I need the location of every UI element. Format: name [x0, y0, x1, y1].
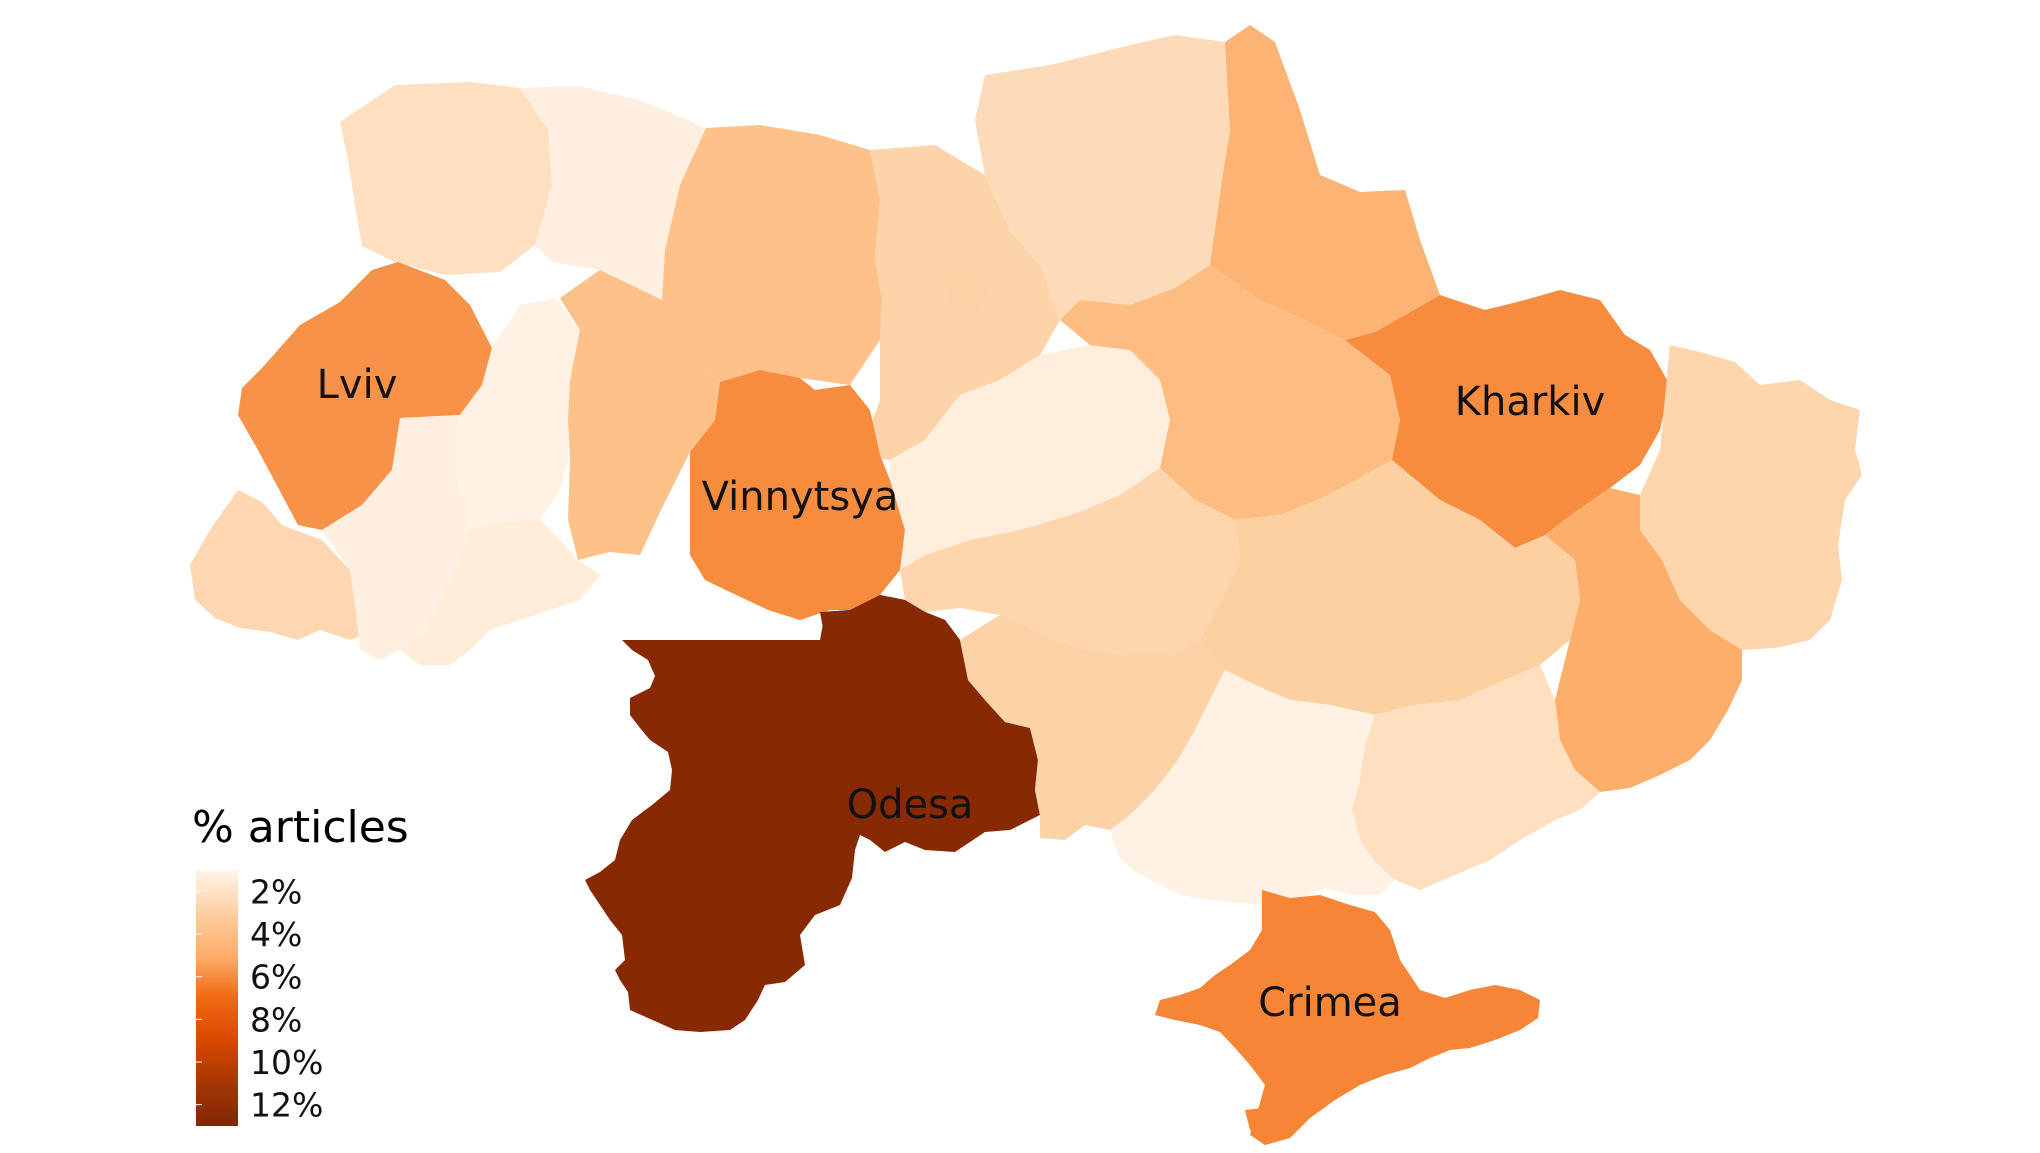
region-ternopil — [455, 298, 580, 530]
region-crimea-tip — [1245, 1108, 1262, 1140]
legend-tick-label: 12% — [250, 1086, 323, 1125]
oblast-regions — [190, 25, 1862, 1145]
legend-title: % articles — [192, 802, 409, 853]
legend-tick-label: 8% — [250, 1000, 302, 1039]
legend-tick-label: 6% — [250, 958, 302, 997]
region-kherson — [1110, 670, 1395, 905]
region-zhytomyr — [662, 125, 882, 385]
region-cherkasy — [890, 345, 1170, 570]
region-dnipropetrovsk — [1200, 460, 1580, 715]
region-zaporizhzhia — [1352, 665, 1600, 890]
region-chernihiv — [975, 35, 1240, 320]
region-sumy — [1210, 25, 1440, 340]
region-donetsk — [1545, 488, 1742, 792]
region-label-vinnytsya: Vinnytsya — [702, 474, 899, 520]
region-kyiv-city — [945, 268, 990, 318]
legend-color-bar — [196, 870, 238, 1126]
region-rivne — [520, 86, 706, 300]
region-volyn — [340, 82, 552, 275]
region-chernivtsi — [400, 520, 600, 665]
region-zakarpattia — [190, 490, 370, 640]
region-ivano-frankivsk — [322, 415, 470, 660]
region-odesa-north — [820, 595, 968, 725]
region-label-odesa: Odesa — [847, 782, 974, 828]
region-vinnytsya — [690, 370, 905, 620]
legend-tick-label: 4% — [250, 915, 302, 954]
region-luhansk — [1640, 345, 1862, 650]
legend-tick-label: 10% — [250, 1043, 323, 1082]
region-labels: Lviv Vinnytsya Kharkiv Odesa Crimea — [317, 362, 1606, 1026]
region-poltava — [1060, 265, 1400, 520]
legend: % articles 2% 4% 6%8% 10% 12% — [192, 802, 409, 1126]
region-kharkiv — [1345, 290, 1670, 548]
region-mykolaiv — [960, 615, 1225, 840]
region-kirovohrad — [900, 468, 1240, 655]
region-label-kharkiv: Kharkiv — [1455, 379, 1606, 425]
region-khmelnytskyi — [560, 270, 720, 560]
legend-ticks: 2% 4% 6%8% 10% 12% — [196, 872, 323, 1125]
region-lviv — [238, 262, 492, 530]
region-label-lviv: Lviv — [317, 362, 398, 408]
region-crimea — [1155, 890, 1540, 1145]
region-label-crimea: Crimea — [1258, 980, 1402, 1026]
legend-tick-label: 2% — [250, 872, 302, 911]
